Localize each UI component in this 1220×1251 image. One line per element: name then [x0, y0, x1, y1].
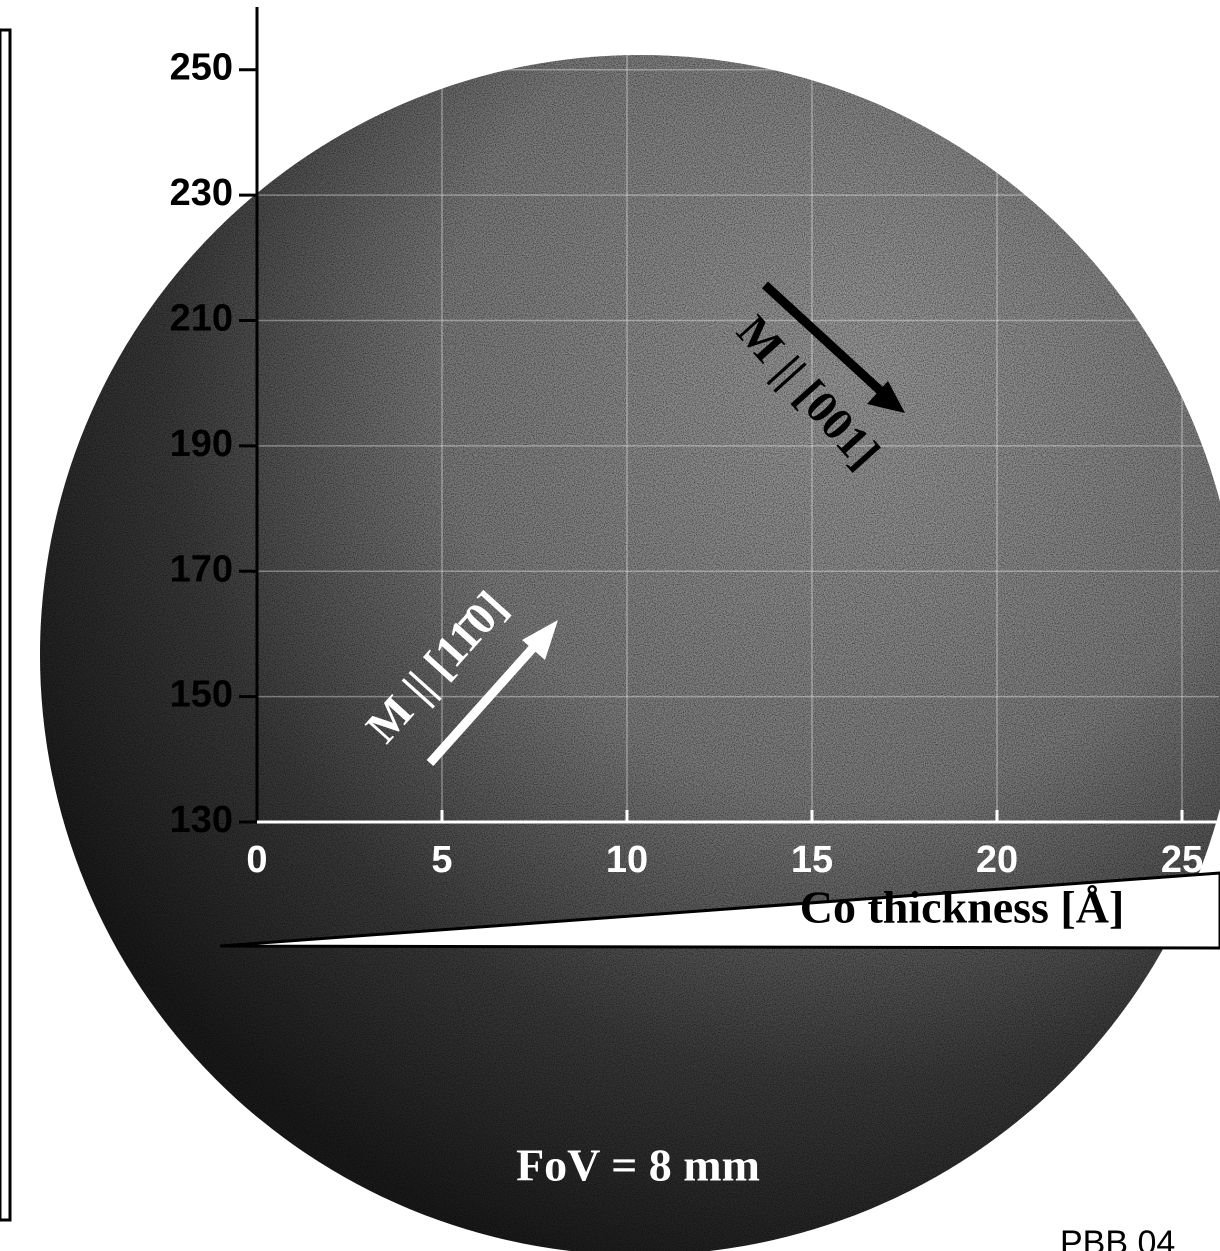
y-tick-label: 250: [170, 47, 233, 89]
x-tick-label: 10: [606, 839, 648, 881]
y-tick-label: 150: [170, 674, 233, 716]
y-tick-label: 130: [170, 799, 233, 841]
y-tick-label: 210: [170, 297, 233, 339]
y-tick-label: 190: [170, 423, 233, 465]
x-tick-label: 20: [976, 839, 1018, 881]
y-tick-label: 230: [170, 172, 233, 214]
annotation: PBB 04: [1060, 1224, 1175, 1251]
x-tick-label: 0: [246, 839, 267, 881]
x-tick-label: 5: [431, 839, 452, 881]
x-tick-label: 15: [791, 839, 833, 881]
arrowhead: [867, 381, 905, 413]
thickness-wedge: [219, 871, 1220, 950]
arrow: [761, 281, 889, 399]
annotation: FoV = 8 mm: [516, 1140, 760, 1191]
arrowhead: [522, 620, 558, 660]
arrow: [426, 637, 544, 766]
frame: [0, 28, 12, 1222]
y-tick-label: 170: [170, 548, 233, 590]
x-axis-label: Co thickness [Å]: [800, 882, 1125, 933]
